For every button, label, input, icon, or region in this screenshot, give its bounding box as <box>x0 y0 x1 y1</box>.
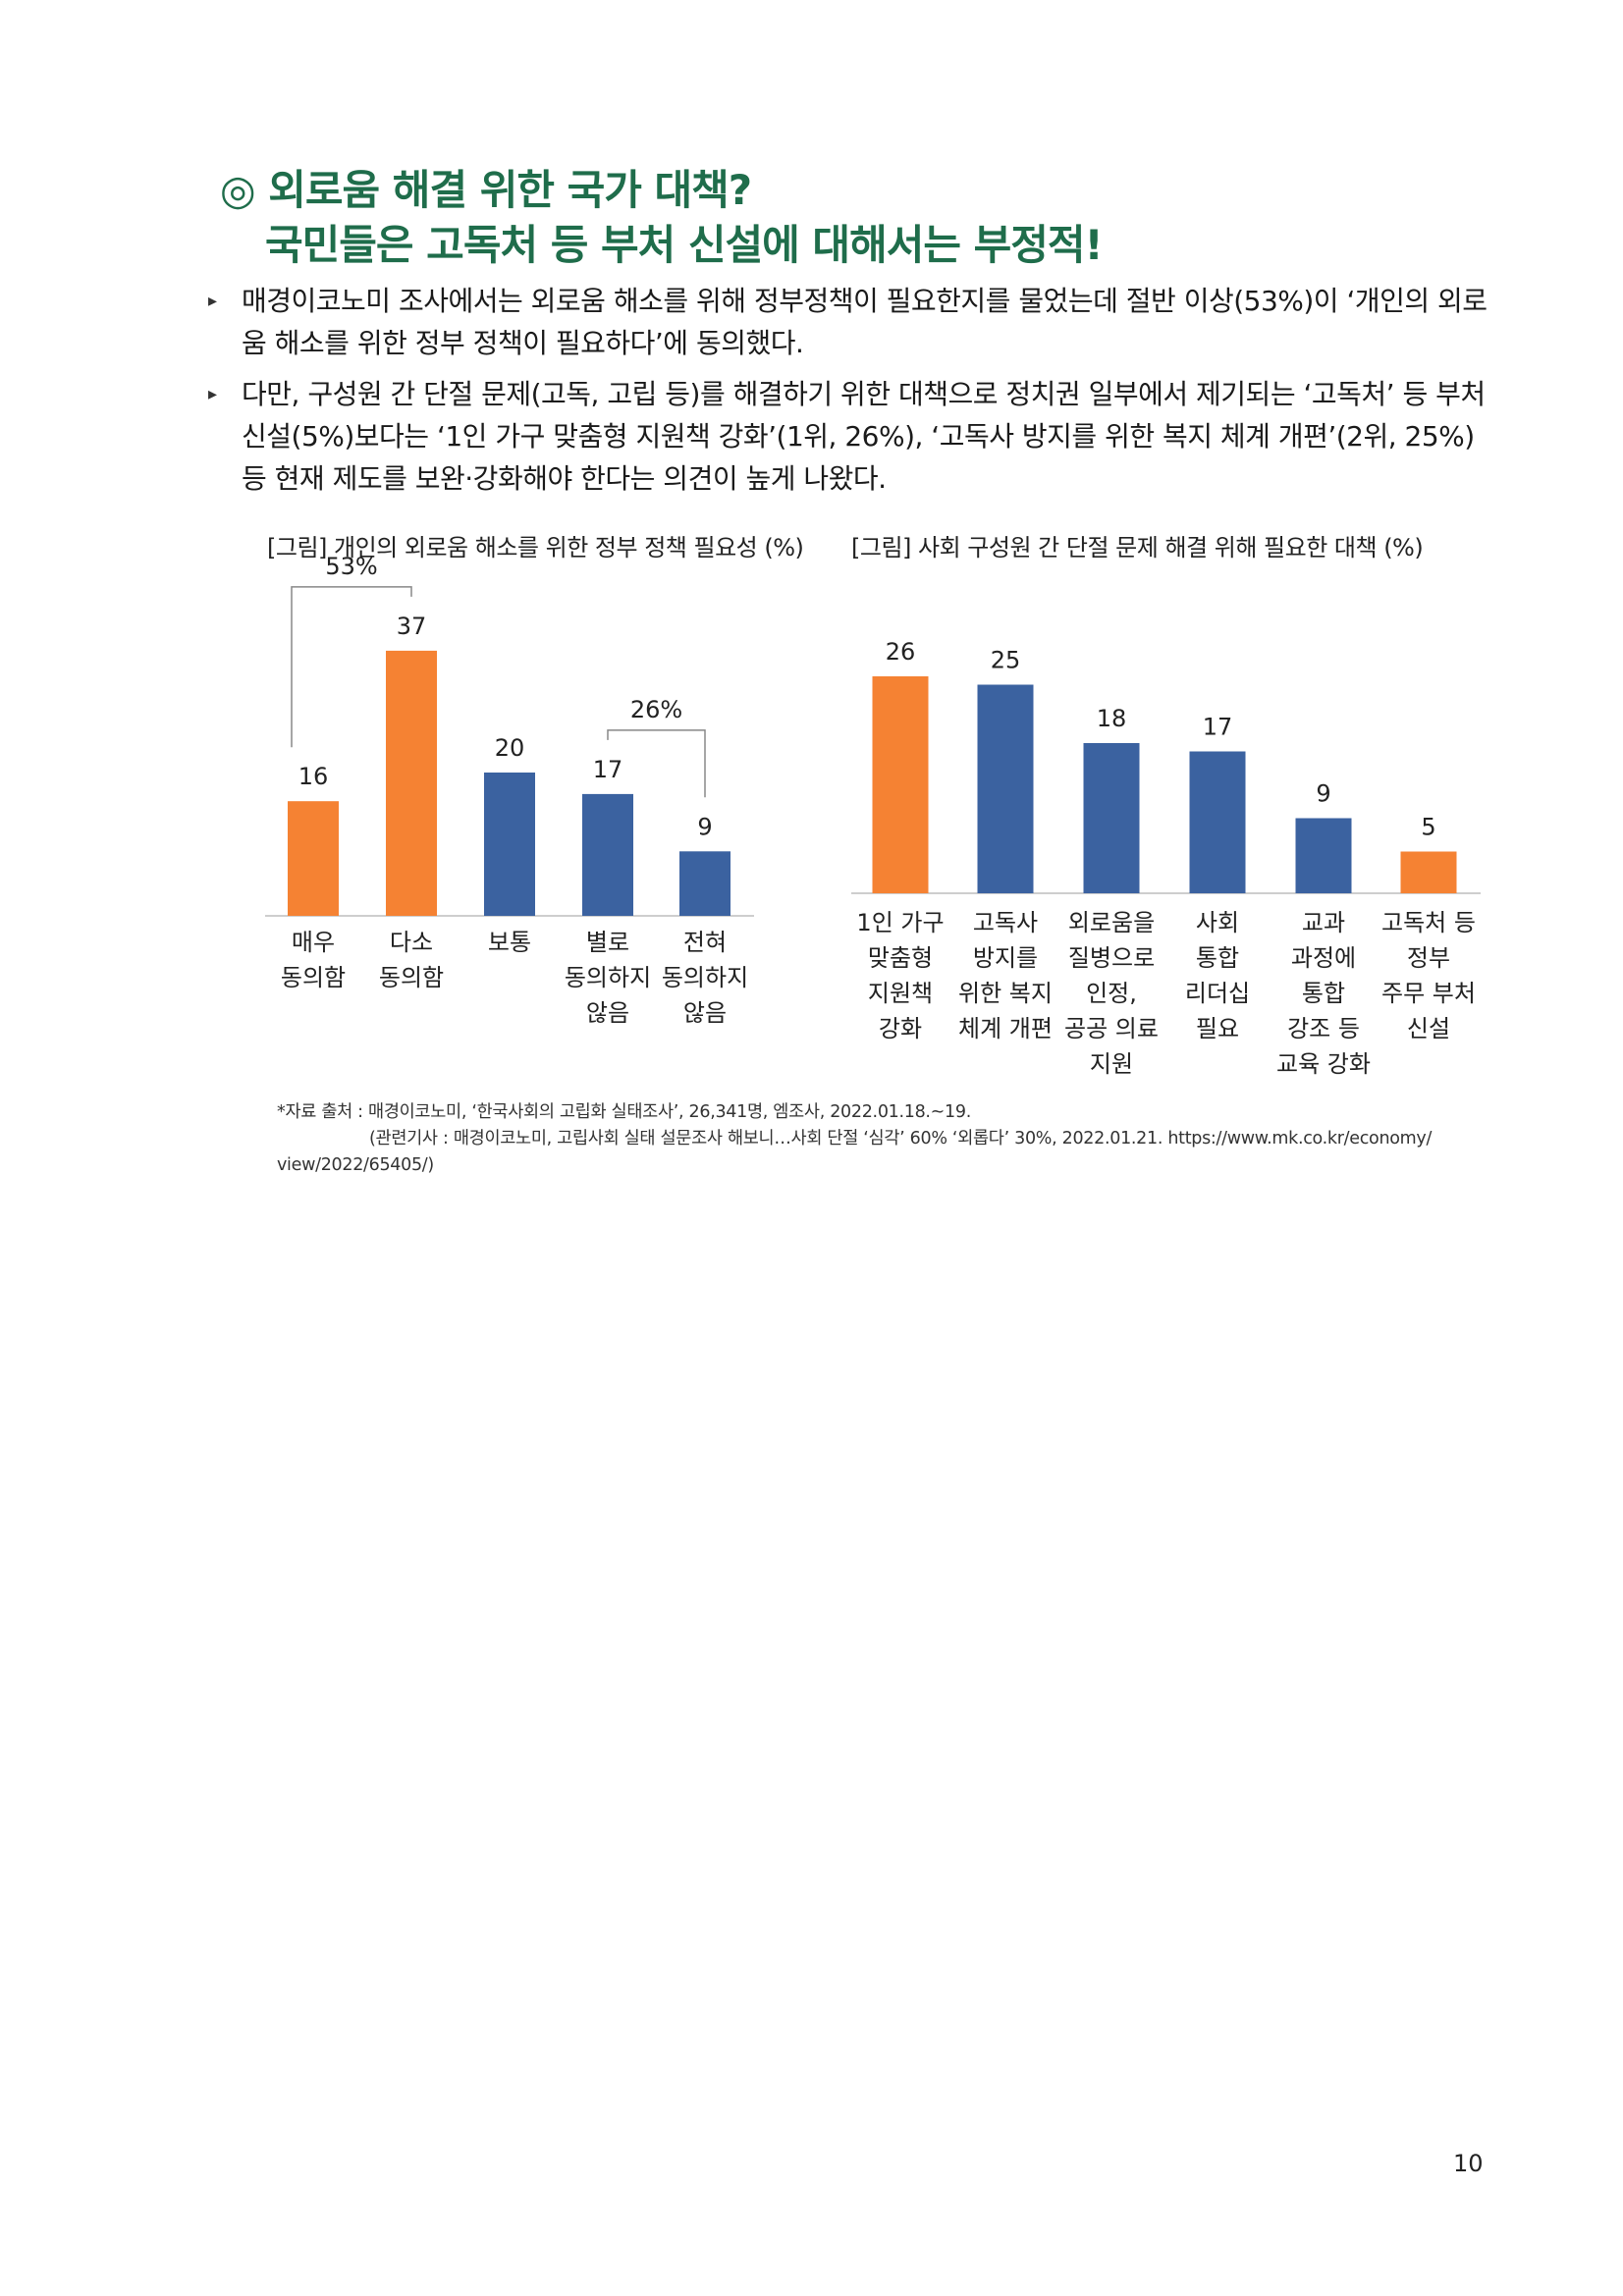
source-line-3: view/2022/65405/) <box>277 1155 434 1175</box>
chart1-category-label: 않음 <box>683 999 727 1027</box>
chart2-category-label: 정부 <box>1407 944 1450 972</box>
chart1-category-label: 않음 <box>586 999 629 1027</box>
chart1-category-label: 보통 <box>488 929 531 956</box>
chart1-data-label: 9 <box>697 813 712 840</box>
chart2-bar <box>1400 851 1457 893</box>
source-note: *자료 출처 : 매경이코노미, ‘한국사회의 고립화 실태조사’, 26,34… <box>277 1099 1475 1179</box>
chart2-category-label: 필요 <box>1196 1015 1239 1042</box>
chart2-category-label: 체계 개편 <box>958 1015 1053 1042</box>
chart1-data-label: 17 <box>593 756 623 783</box>
chart2-category-label: 통합 <box>1302 980 1345 1007</box>
chart1-category-label: 전혀 <box>683 929 727 956</box>
chart1-category-label: 동의하지 <box>565 964 651 991</box>
chart2-category-label: 교육 강화 <box>1276 1050 1371 1078</box>
chart2-bar <box>977 684 1034 893</box>
chart2-category-label: 고독처 등 <box>1381 909 1476 936</box>
chart2-data-label: 18 <box>1097 705 1127 732</box>
chart2-data-label: 17 <box>1203 714 1233 741</box>
chart2-bar <box>1295 818 1352 893</box>
chart2-data-label: 5 <box>1421 814 1435 841</box>
chart2-data-label: 26 <box>886 638 916 666</box>
chart1-annotation: 53% <box>325 553 377 580</box>
chart1-bar <box>484 773 535 916</box>
chart2-category-label: 교과 <box>1302 909 1345 936</box>
bullet-paragraph-2: 다만, 구성원 간 단절 문제(고독, 고립 등)를 해결하기 위한 대책으로 … <box>208 373 1488 500</box>
bullet-paragraph-1: 매경이코노미 조사에서는 외로움 해소를 위해 정부정책이 필요한지를 물었는데… <box>208 280 1488 364</box>
chart2-category-label: 지원책 <box>868 980 933 1007</box>
chart2-category-label: 맞춤형 <box>868 944 933 972</box>
chart2-category-label: 위한 복지 <box>958 980 1053 1007</box>
chart2-category-label: 공공 의료 <box>1064 1015 1159 1042</box>
chart1-bracket <box>291 586 412 748</box>
section-title-line2: 국민들은 고독처 등 부처 신설에 대해서는 부정적! <box>265 221 1104 269</box>
chart1-bracket <box>607 729 706 798</box>
chart2-category-label: 과정에 <box>1291 944 1356 972</box>
chart1-category-label: 동의함 <box>281 964 346 991</box>
chart2-category-label: 강조 등 <box>1287 1015 1360 1042</box>
figure-caption-2: [그림] 사회 구성원 간 단절 문제 해결 위해 필요한 대책 (%) <box>851 534 1424 561</box>
chart2-category-label: 사회 <box>1196 909 1239 936</box>
chart1-category-label: 별로 <box>586 929 629 956</box>
chart2-bar <box>1083 743 1140 893</box>
chart2-bar <box>1189 751 1246 893</box>
source-line-1: *자료 출처 : 매경이코노미, ‘한국사회의 고립화 실태조사’, 26,34… <box>277 1102 971 1122</box>
chart1-category-label: 동의함 <box>379 964 444 991</box>
chart1-data-label: 16 <box>298 763 329 790</box>
chart1-bar <box>582 793 633 916</box>
chart1-data-label: 20 <box>495 734 525 762</box>
chart1-bar <box>288 801 339 916</box>
chart2-category-label: 방지를 <box>973 944 1038 972</box>
chart2-category-label: 질병으로 <box>1068 944 1155 972</box>
chart2-category-label: 리더십 <box>1185 980 1250 1007</box>
source-line-2: (관련기사 : 매경이코노미, 고립사회 실태 설문조사 해보니…사회 단절 ‘… <box>369 1129 1433 1148</box>
chart2-category-label: 신설 <box>1407 1015 1450 1042</box>
figure-caption-1: [그림] 개인의 외로움 해소를 위한 정부 정책 필요성 (%) <box>267 534 804 561</box>
chart1-bar <box>679 851 730 916</box>
chart2-data-label: 25 <box>991 647 1021 674</box>
chart2-category-label: 인정, <box>1086 980 1137 1007</box>
chart2-category-label: 고독사 <box>973 909 1038 936</box>
page-number: 10 <box>1453 2150 1484 2177</box>
section-title-line1: ◎ 외로움 해결 위한 국가 대책? <box>220 166 752 214</box>
chart2-category-label: 지원 <box>1090 1050 1133 1078</box>
chart2-category-label: 주무 부처 <box>1381 980 1476 1007</box>
chart1-bar <box>386 650 437 916</box>
chart2-bar <box>872 676 929 893</box>
chart2-category-label: 1인 가구 <box>856 909 944 936</box>
chart2-category-label: 외로움을 <box>1068 909 1155 936</box>
chart2-data-label: 9 <box>1316 780 1330 808</box>
chart1-data-label: 37 <box>397 613 427 640</box>
chart2-category-label: 강화 <box>879 1015 922 1042</box>
chart1-category-label: 다소 <box>390 929 433 956</box>
chart1-category-label: 동의하지 <box>662 964 748 991</box>
chart1-category-label: 매우 <box>292 929 335 956</box>
chart1-annotation: 26% <box>630 696 682 723</box>
chart2-category-label: 통합 <box>1196 944 1239 972</box>
